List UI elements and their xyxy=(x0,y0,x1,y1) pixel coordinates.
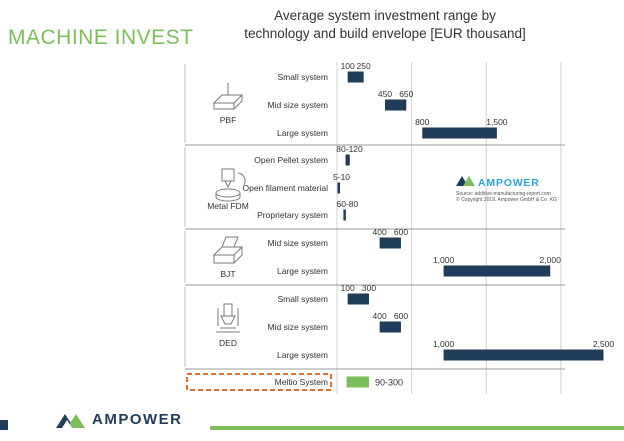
range-bar xyxy=(347,293,369,305)
footer-accent-bar xyxy=(210,426,624,430)
row-label: Mid size system xyxy=(268,100,328,110)
group-label: Metal FDM xyxy=(207,201,249,211)
range-value-label: 90-300 xyxy=(375,378,403,388)
bjt-machine-icon xyxy=(212,236,244,264)
min-value-label: 100 xyxy=(341,61,355,71)
row-label: Small system xyxy=(277,72,328,82)
group-label: PBF xyxy=(220,115,237,125)
row-label: Large system xyxy=(277,266,328,276)
source-brand: AMPOWER xyxy=(478,177,540,189)
range-value-label: 5-10 xyxy=(333,172,350,182)
pbf-machine-icon xyxy=(212,83,244,110)
footer-brand: AMPOWER xyxy=(92,410,183,428)
range-bar xyxy=(379,237,401,249)
range-bar xyxy=(337,182,341,194)
range-bar xyxy=(443,349,604,361)
source-logo-icon xyxy=(463,176,475,186)
max-value-label: 1,500 xyxy=(486,117,508,127)
row-label: Large system xyxy=(277,128,328,138)
fdm-extruder-icon xyxy=(215,168,246,202)
max-value-label: 650 xyxy=(399,89,413,99)
range-value-label: 80-120 xyxy=(336,144,363,154)
source-line: Source: additive-manufacturing-report.co… xyxy=(456,191,551,197)
min-value-label: 1,000 xyxy=(433,339,455,349)
slide-title: MACHINE INVEST xyxy=(8,26,194,49)
range-bar xyxy=(347,71,364,83)
row-label: Mid size system xyxy=(268,238,328,248)
group-label: BJT xyxy=(220,269,235,279)
max-value-label: 600 xyxy=(394,311,408,321)
row-label: Meltio System xyxy=(275,377,328,387)
row-label: Open filament material xyxy=(242,183,328,193)
chart-title-line: Average system investment range by xyxy=(274,8,496,23)
range-bar xyxy=(384,99,407,111)
group-label: DED xyxy=(219,338,237,348)
min-value-label: 1,000 xyxy=(433,255,455,265)
range-bar xyxy=(343,209,346,221)
min-value-label: 450 xyxy=(378,89,392,99)
min-value-label: 100 xyxy=(341,283,355,293)
min-value-label: 800 xyxy=(415,117,429,127)
footer-corner-mark xyxy=(0,420,8,430)
min-value-label: 400 xyxy=(373,311,387,321)
ded-nozzle-icon xyxy=(216,303,240,333)
range-bar xyxy=(422,127,497,139)
row-label: Open Pellet system xyxy=(254,155,328,165)
max-value-label: 300 xyxy=(362,283,376,293)
range-bar xyxy=(443,265,551,277)
range-bar xyxy=(379,321,401,333)
row-label: Small system xyxy=(277,294,328,304)
footer-logo: AMPOWER xyxy=(56,410,183,428)
row-label: Mid size system xyxy=(268,322,328,332)
max-value-label: 2,500 xyxy=(593,339,615,349)
ampower-logo-icon xyxy=(56,414,85,428)
highlight-box xyxy=(186,373,332,391)
range-bar xyxy=(346,376,369,388)
max-value-label: 250 xyxy=(357,61,371,71)
row-label: Large system xyxy=(277,350,328,360)
range-bar xyxy=(345,154,350,166)
range-value-label: 60-80 xyxy=(337,199,359,209)
max-value-label: 2,000 xyxy=(540,255,562,265)
chart-title-line: technology and build envelope [EUR thous… xyxy=(244,26,525,41)
row-label: Proprietary system xyxy=(257,210,328,220)
max-value-label: 600 xyxy=(394,227,408,237)
min-value-label: 400 xyxy=(373,227,387,237)
source-copyright: © Copyright 2019, Ampower GmbH & Co. KG xyxy=(456,196,557,203)
